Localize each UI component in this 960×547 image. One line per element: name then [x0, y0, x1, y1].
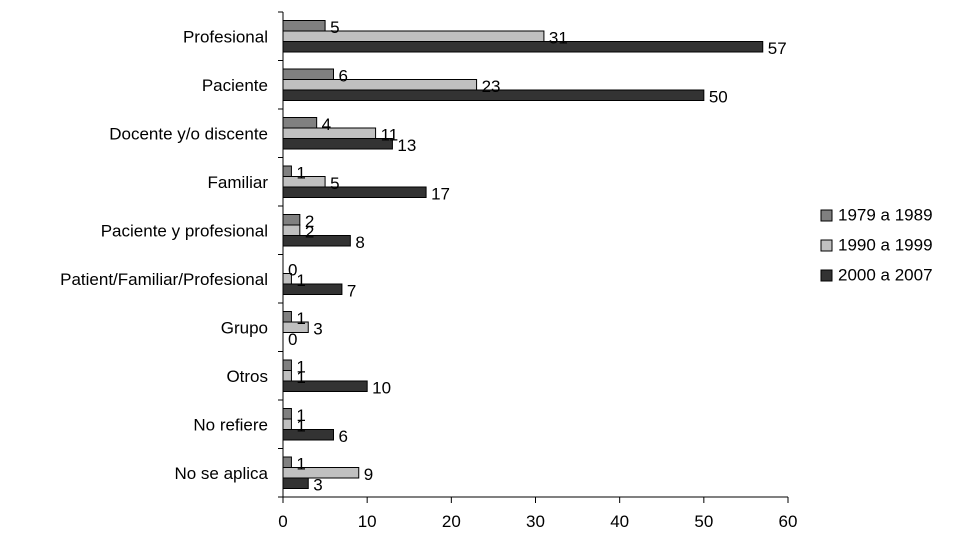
data-label-paciente-1979-a-1989: 6 — [339, 66, 348, 85]
legend-label-1979-a-1989: 1979 a 1989 — [838, 206, 933, 225]
bar-otros-1979-a-1989 — [282, 359, 292, 371]
bar-no-refiere-1979-a-1989 — [282, 408, 292, 420]
bar-paciente-y-profesional-1990-a-1999 — [282, 224, 301, 236]
bars-layer — [282, 20, 764, 489]
bar-otros-1990-a-1999 — [282, 370, 292, 382]
bar-profesional-2000-a-2007 — [282, 41, 764, 53]
data-label-otros-1979-a-1989: 1 — [296, 357, 305, 376]
category-label-patient-familiar-profesional: Patient/Familiar/Profesional — [60, 270, 268, 289]
bar-profesional-1979-a-1989 — [282, 20, 326, 32]
legend-label-1990-a-1999: 1990 a 1999 — [838, 236, 933, 255]
bar-paciente-1990-a-1999 — [282, 79, 478, 91]
legend-swatch-1979-a-1989 — [820, 209, 833, 222]
data-label-no-refiere-1990-a-1999: 1 — [296, 416, 305, 435]
bar-docente-y-o-discente-2000-a-2007 — [282, 138, 393, 150]
data-label-no-refiere-2000-a-2007: 6 — [339, 427, 348, 446]
data-label-paciente-y-profesional-2000-a-2007: 8 — [355, 233, 364, 252]
bar-paciente-1979-a-1989 — [282, 68, 334, 80]
bar-familiar-2000-a-2007 — [282, 186, 427, 198]
y-axis-labels: Profesional Paciente Docente y/o discente F… — [60, 27, 268, 483]
legend: 1979 a 1989 1990 a 1999 2000 a 2007 — [820, 206, 933, 285]
bar-familiar-1979-a-1989 — [282, 165, 292, 177]
data-label-paciente-y-profesional-1979-a-1989: 2 — [305, 212, 314, 231]
data-label-profesional-1990-a-1999: 31 — [549, 28, 568, 47]
bar-no-se-aplica-2000-a-2007 — [282, 477, 309, 489]
data-label-docente-y-o-discente-2000-a-2007: 13 — [397, 136, 416, 155]
category-label-otros: Otros — [226, 367, 268, 386]
data-label-patient-familiar-profesional-1979-a-1989: 0 — [288, 260, 297, 279]
bar-grupo-1979-a-1989 — [282, 311, 292, 323]
x-axis-ticks: 0 10 20 30 40 50 60 — [278, 497, 797, 531]
data-label-familiar-1979-a-1989: 1 — [296, 163, 305, 182]
data-label-docente-y-o-discente-1990-a-1999: 11 — [381, 125, 399, 144]
category-label-grupo: Grupo — [221, 318, 268, 337]
data-label-no-se-aplica-1990-a-1999: 9 — [364, 465, 373, 484]
data-label-grupo-2000-a-2007: 0 — [288, 330, 297, 349]
x-tick-label-20: 20 — [442, 512, 461, 531]
data-label-otros-2000-a-2007: 10 — [372, 378, 391, 397]
x-tick-label-60: 60 — [779, 512, 798, 531]
category-label-paciente-y-profesional: Paciente y profesional — [101, 221, 268, 240]
data-label-paciente-1990-a-1999: 23 — [482, 77, 501, 96]
category-label-no-se-aplica: No se aplica — [174, 464, 268, 483]
bar-paciente-y-profesional-1979-a-1989 — [282, 214, 301, 226]
legend-swatch-1990-a-1999 — [820, 239, 833, 252]
x-tick-label-30: 30 — [526, 512, 545, 531]
data-label-familiar-1990-a-1999: 5 — [330, 174, 339, 193]
bar-patient-familiar-profesional-2000-a-2007 — [282, 283, 343, 295]
data-label-no-se-aplica-1979-a-1989: 1 — [296, 454, 305, 473]
category-label-paciente: Paciente — [202, 76, 268, 95]
bar-paciente-y-profesional-2000-a-2007 — [282, 235, 351, 247]
category-label-profesional: Profesional — [183, 27, 268, 46]
data-label-profesional-2000-a-2007: 57 — [768, 39, 787, 58]
data-label-paciente-y-profesional-1990-a-1999: 2 — [305, 222, 314, 241]
category-label-no-refiere: No refiere — [193, 415, 268, 434]
data-label-grupo-1979-a-1989: 1 — [296, 309, 305, 328]
bar-no-refiere-2000-a-2007 — [282, 429, 334, 441]
category-label-familiar: Familiar — [208, 173, 269, 192]
bar-profesional-1990-a-1999 — [282, 30, 545, 42]
x-tick-label-10: 10 — [358, 512, 377, 531]
data-label-patient-familiar-profesional-2000-a-2007: 7 — [347, 281, 356, 300]
legend-label-2000-a-2007: 2000 a 2007 — [838, 266, 933, 285]
category-label-docente-y-o-discente: Docente y/o discente — [109, 124, 268, 143]
x-tick-label-40: 40 — [610, 512, 629, 531]
data-label-no-se-aplica-2000-a-2007: 3 — [313, 475, 322, 494]
data-label-familiar-2000-a-2007: 17 — [431, 184, 450, 203]
bar-no-refiere-1990-a-1999 — [282, 418, 292, 430]
x-tick-label-50: 50 — [694, 512, 713, 531]
y-axis-ticks — [278, 11, 283, 498]
legend-swatch-2000-a-2007 — [820, 269, 833, 282]
data-label-otros-1990-a-1999: 1 — [296, 368, 305, 387]
x-tick-label-0: 0 — [278, 512, 287, 531]
bar-no-se-aplica-1979-a-1989 — [282, 456, 292, 468]
data-label-grupo-1990-a-1999: 3 — [313, 319, 322, 338]
data-label-profesional-1979-a-1989: 5 — [330, 18, 339, 37]
bar-docente-y-o-discente-1979-a-1989 — [282, 117, 318, 129]
data-label-docente-y-o-discente-1979-a-1989: 4 — [322, 115, 331, 134]
data-label-no-refiere-1979-a-1989: 1 — [296, 406, 305, 425]
data-label-paciente-2000-a-2007: 50 — [709, 87, 728, 106]
data-label-patient-familiar-profesional-1990-a-1999: 1 — [296, 271, 305, 290]
